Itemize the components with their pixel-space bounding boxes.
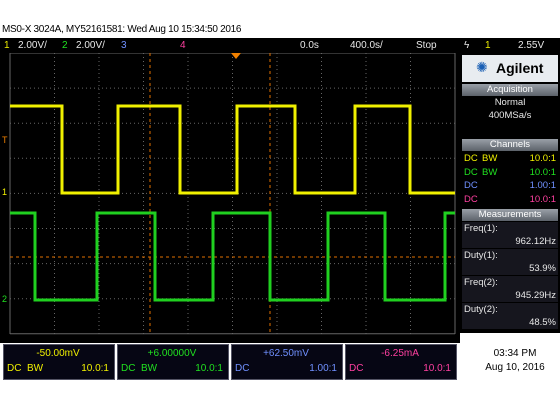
- trigger-level: 2.55V: [518, 40, 545, 51]
- measurement-value: 53.9%: [529, 263, 556, 274]
- channel-offset: +62.50mV: [263, 348, 309, 359]
- channel-offset: -50.00mV: [36, 348, 80, 359]
- channel-probe: 10.0:1: [529, 193, 556, 205]
- trigger-icon: ϟ: [464, 40, 470, 51]
- channel-coupling: DC: [464, 153, 478, 164]
- clock-date: Aug 10, 2016: [485, 362, 545, 373]
- ch1-scale: 2.00V/: [18, 40, 47, 51]
- measurement-value: 48.5%: [529, 317, 556, 328]
- channel-coupling: DC: [7, 363, 22, 374]
- channel-offset-box: [3, 344, 115, 380]
- channel-offset: -6.25mA: [381, 348, 419, 359]
- channel-bw: BW: [141, 363, 158, 374]
- measurement-label: Freq(1):: [464, 223, 498, 234]
- ch2-ground-marker: 2: [2, 294, 8, 304]
- ch2-label: 2: [62, 40, 68, 51]
- logo-box: [462, 55, 558, 82]
- channel-offset-box: [345, 344, 457, 380]
- channel-probe: 1.00:1: [529, 180, 556, 191]
- acq-rate: 400MSa/s: [488, 110, 532, 121]
- channel-offset: +6.00000V: [147, 348, 197, 359]
- measurement-bg: [462, 249, 558, 275]
- channel-bw: BW: [482, 166, 498, 178]
- section-header: Channels: [462, 139, 558, 151]
- header-title: MS0-X 3024A, MY52161581: Wed Aug 10 15:3…: [2, 24, 242, 35]
- time-scale: 400.0s/: [350, 40, 383, 51]
- channel-probe: 10.0:1: [529, 153, 556, 164]
- logo-icon: ✺: [476, 59, 488, 75]
- channel-probe: 1.00:1: [309, 363, 337, 374]
- status-bar: [0, 38, 560, 53]
- time-offset: 0.0s: [300, 40, 319, 51]
- graticule: [0, 53, 460, 343]
- channel-coupling: DC: [121, 363, 136, 374]
- ch2-scale: 2.00V/: [76, 40, 105, 51]
- ch2-waveform: [10, 211, 455, 302]
- channel-probe: 10.0:1: [423, 363, 451, 374]
- ch1-label: 1: [4, 40, 10, 51]
- channel-coupling: DC: [464, 180, 478, 191]
- measurement-label: Freq(2):: [464, 277, 498, 288]
- channel-bw: BW: [27, 363, 44, 374]
- measurement-value: 962.12Hz: [515, 236, 556, 247]
- ch3-label: 3: [121, 40, 127, 51]
- measurement-value: 945.29Hz: [515, 290, 556, 301]
- trigger-marker: T: [2, 135, 8, 145]
- run-state: Stop: [416, 40, 437, 51]
- screen-bg: [0, 53, 460, 343]
- trigger-channel: 1: [485, 40, 491, 51]
- channel-probe: 10.0:1: [195, 363, 223, 374]
- section-header: Acquisition: [462, 84, 558, 96]
- channel-coupling: DC: [349, 363, 364, 374]
- channel-coupling: DC: [464, 166, 478, 178]
- channel-coupling: DC: [235, 363, 250, 374]
- measurement-bg: [462, 222, 558, 248]
- brand: Agilent: [496, 60, 544, 76]
- ch1-ground-marker: 1: [2, 187, 8, 197]
- clock-time: 03:34 PM: [493, 348, 537, 359]
- acq-mode: Normal: [494, 97, 526, 108]
- measurement-label: Duty(2):: [464, 304, 498, 315]
- channel-coupling: DC: [464, 193, 478, 205]
- channel-probe: 10.0:1: [529, 166, 556, 178]
- channel-bw: BW: [482, 153, 498, 164]
- channel-probe: 10.0:1: [81, 363, 109, 374]
- channel-offset-box: [117, 344, 229, 380]
- channel-offset-box: [231, 344, 343, 380]
- measurement-label: Duty(1):: [464, 250, 498, 261]
- ch4-label: 4: [180, 40, 186, 51]
- measurement-bg: [462, 303, 558, 329]
- trigger-position: [231, 53, 241, 59]
- ch1-waveform: [10, 104, 455, 195]
- section-header: Measurements: [462, 209, 558, 221]
- measurement-bg: [462, 276, 558, 302]
